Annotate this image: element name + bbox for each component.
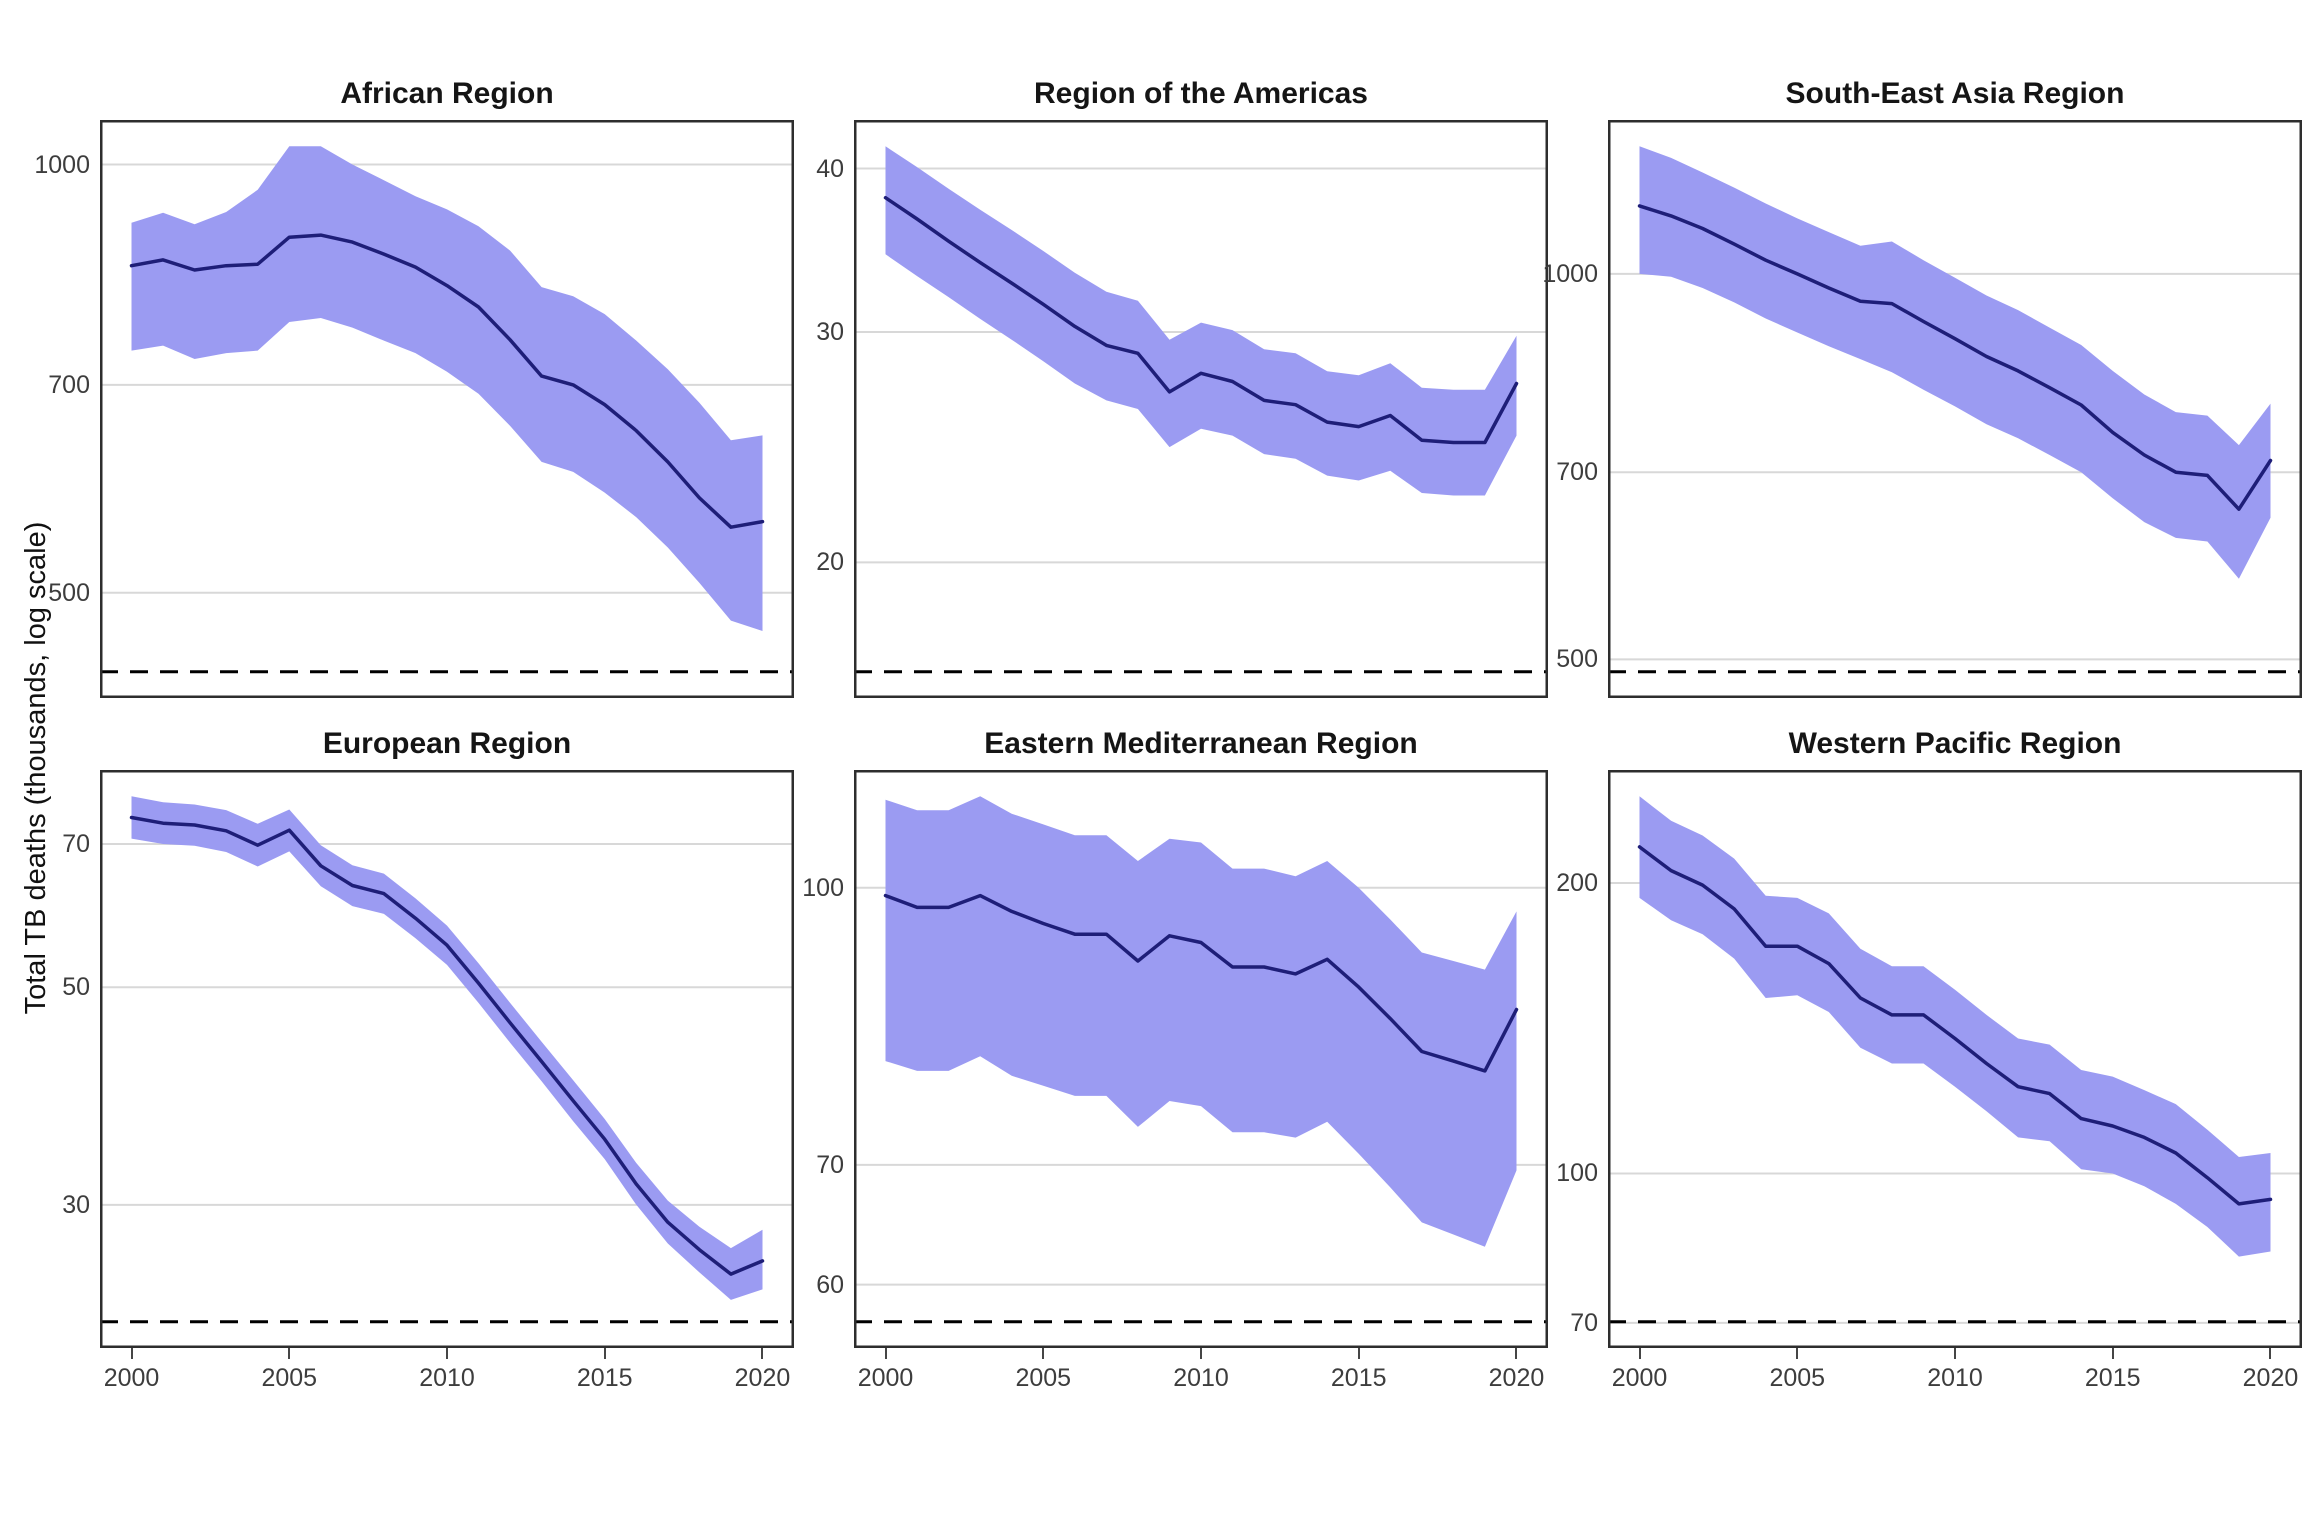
x-axis-eastern-mediterranean-region: 2000 2005 2010 2015 2020 [854, 1348, 1548, 1410]
y-tick-label: 70 [816, 1150, 844, 1179]
facet-title: Region of the Americas [1034, 77, 1368, 110]
panel-western-pacific-region [1608, 770, 2302, 1348]
estimate-line [129, 815, 765, 1276]
panel-border [854, 120, 1548, 698]
panel-south-east-asia-region [1608, 120, 2302, 698]
uncertainty-ribbon [131, 146, 763, 632]
facet-grid: African Region 1000 700 500 Region of the … [34, 72, 2302, 1410]
y-tick-label: 70 [62, 829, 90, 858]
x-tick-label: 2000 [103, 1364, 160, 1392]
x-tick-mark [1638, 1348, 1641, 1359]
facet-title: South-East Asia Region [1785, 77, 2125, 110]
x-tick-mark [1200, 1348, 1202, 1359]
x-axis-western-pacific-region: 2000 2005 2010 2015 2020 [1608, 1348, 2302, 1410]
facet-european-region: European Region 70 50 30 2000 2005 2010 2015 2… [40, 722, 794, 1410]
panel-european-region [100, 770, 794, 1348]
y-tick-label: 30 [816, 318, 844, 347]
estimate-line [129, 233, 765, 529]
x-tick-mark [1042, 1348, 1045, 1359]
x-tick-mark [2269, 1348, 2272, 1359]
panel-border [1608, 120, 2302, 698]
y-tick-label: 40 [816, 154, 844, 183]
panel-border [100, 770, 794, 1348]
x-tick-mark [761, 1348, 764, 1359]
y-axis-african-region: 1000 700 500 [34, 120, 100, 698]
y-tick-label: 700 [1556, 458, 1598, 487]
y-tick-label: 20 [816, 548, 844, 577]
y-tick-label: 1000 [34, 150, 90, 179]
uncertainty-ribbon [885, 146, 1517, 496]
x-tick-label: 2015 [1330, 1364, 1387, 1392]
y-axis-region-of-the-americas: 40 30 20 [794, 120, 854, 698]
panel-border [1608, 770, 2302, 1348]
x-axis-european-region: 2000 2005 2010 2015 2020 [100, 1348, 794, 1410]
x-tick-mark [1515, 1348, 1518, 1359]
y-tick-label: 500 [1556, 645, 1598, 674]
x-tick-label: 2020 [1488, 1364, 1545, 1392]
panel-region-of-the-americas [854, 120, 1548, 698]
x-tick-label: 2000 [857, 1364, 914, 1392]
y-tick-label: 30 [62, 1190, 90, 1219]
estimate-line [1637, 845, 2273, 1206]
x-tick-label: 2020 [734, 1364, 791, 1392]
x-tick-mark [288, 1348, 291, 1359]
uncertainty-ribbon [1639, 796, 2271, 1257]
y-axis-western-pacific-region: 200 100 70 [1548, 770, 1608, 1348]
panel-african-region [100, 120, 794, 698]
facet-eastern-mediterranean-region: Eastern Mediterranean Region 100 70 60 200… [794, 722, 1548, 1410]
y-tick-label: 100 [1556, 1159, 1598, 1188]
x-tick-mark [884, 1348, 887, 1359]
facet-title: European Region [322, 727, 572, 760]
uncertainty-ribbon [1639, 146, 2271, 579]
x-tick-label: 2010 [1927, 1364, 1983, 1392]
estimate-line [883, 893, 1519, 1073]
y-tick-label: 50 [62, 973, 90, 1002]
x-tick-mark [1796, 1348, 1799, 1359]
y-tick-label: 500 [48, 578, 90, 607]
facet-south-east-asia-region: South-East Asia Region 1000 700 500 [1542, 72, 2302, 698]
y-tick-label: 60 [816, 1270, 844, 1299]
y-tick-label: 100 [802, 873, 844, 902]
y-tick-label: 700 [48, 370, 90, 399]
x-tick-label: 2020 [2242, 1364, 2299, 1392]
x-tick-label: 2005 [1769, 1364, 1826, 1392]
estimate-line [883, 195, 1519, 445]
facet-title: Western Pacific Region [1788, 727, 2122, 760]
x-tick-label: 2015 [2084, 1364, 2141, 1392]
y-tick-label: 1000 [1542, 259, 1598, 288]
x-tick-mark [130, 1348, 133, 1359]
facet-title: Eastern Mediterranean Region [984, 727, 1418, 760]
x-tick-mark [446, 1348, 448, 1359]
x-tick-mark [2111, 1348, 2114, 1359]
x-tick-mark [603, 1348, 606, 1359]
y-tick-label: 200 [1556, 869, 1598, 898]
y-tick-label: 70 [1570, 1308, 1598, 1337]
x-tick-label: 2005 [1015, 1364, 1072, 1392]
estimate-line [1637, 204, 2273, 511]
facet-western-pacific-region: Western Pacific Region 200 100 70 2000 2005… [1548, 722, 2302, 1410]
panel-eastern-mediterranean-region [854, 770, 1548, 1348]
facet-title: African Region [340, 77, 554, 110]
x-tick-label: 2015 [576, 1364, 633, 1392]
x-tick-label: 2010 [1173, 1364, 1229, 1392]
x-tick-label: 2010 [419, 1364, 475, 1392]
x-tick-label: 2005 [261, 1364, 318, 1392]
x-tick-label: 2000 [1611, 1364, 1668, 1392]
facet-african-region: African Region 1000 700 500 [34, 72, 794, 698]
panel-border [854, 770, 1548, 1348]
panel-border [100, 120, 794, 698]
uncertainty-ribbon [885, 796, 1517, 1247]
facet-region-of-the-americas: Region of the Americas 40 30 20 [794, 72, 1548, 698]
y-axis-european-region: 70 50 30 [40, 770, 100, 1348]
x-tick-mark [1954, 1348, 1956, 1359]
y-axis-south-east-asia-region: 1000 700 500 [1542, 120, 1608, 698]
x-tick-mark [1357, 1348, 1360, 1359]
y-axis-eastern-mediterranean-region: 100 70 60 [794, 770, 854, 1348]
